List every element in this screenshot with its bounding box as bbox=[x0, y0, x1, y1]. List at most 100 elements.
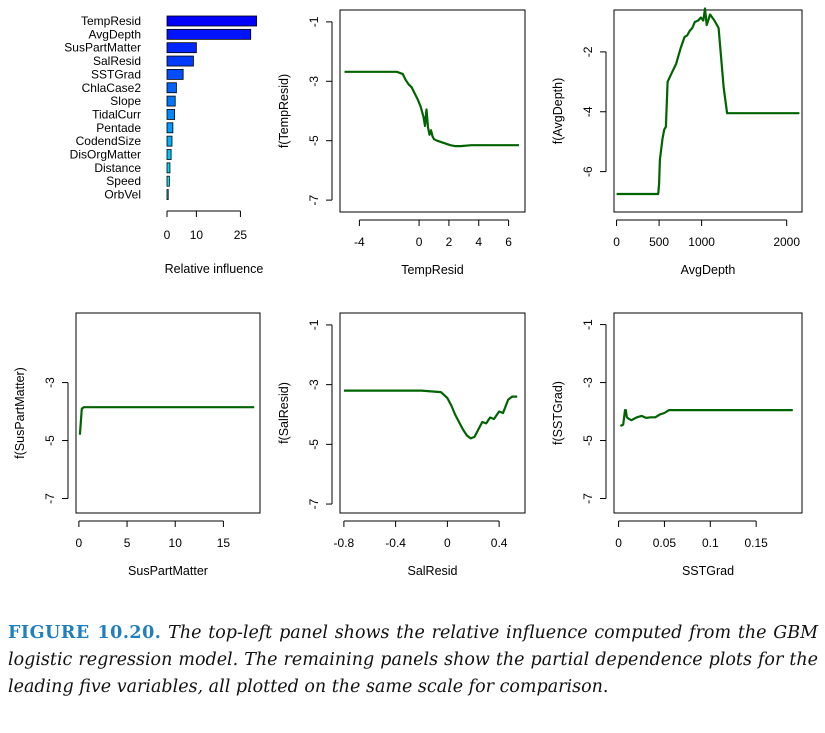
sstgrad-x-tick-label: 0.05 bbox=[653, 536, 677, 550]
avgdepth-series-line bbox=[616, 7, 800, 196]
avgdepth-y-axis-title: f(AvgDepth) bbox=[551, 78, 565, 144]
influence-bar-disorgmatter bbox=[166, 149, 172, 160]
influence-x-tick-label: 0 bbox=[164, 228, 171, 242]
influence-bar-slope bbox=[166, 95, 176, 107]
tempresid-series-line bbox=[344, 70, 519, 148]
influence-bar-sstgrad bbox=[166, 69, 184, 80]
influence-bar-label-disorgmatter: DisOrgMatter bbox=[70, 148, 141, 162]
avgdepth-x-axis-title: AvgDepth bbox=[681, 263, 736, 277]
influence-bar-codendsize bbox=[166, 135, 173, 147]
suspartmatter-x-axis-title: SusPartMatter bbox=[128, 564, 208, 578]
influence-x-tick-label: 25 bbox=[234, 228, 248, 242]
avgdepth-y-tick-label: -6 bbox=[581, 166, 595, 177]
influence-bar-label-speed: Speed bbox=[106, 174, 141, 188]
influence-bar-label-orbvel: OrbVel bbox=[104, 188, 141, 202]
avgdepth-x-tick-label: 1000 bbox=[688, 235, 715, 249]
suspartmatter-x-tick-label: 10 bbox=[169, 536, 183, 550]
avgdepth-x-tick-label: 2000 bbox=[773, 235, 800, 249]
avgdepth-plot-frame bbox=[613, 9, 803, 213]
influence-bar-label-slope: Slope bbox=[110, 94, 141, 108]
influence-bar-chart: TempResidAvgDepthSusPartMatterSalResidSS… bbox=[64, 14, 263, 276]
suspartmatter-plot-frame bbox=[75, 312, 261, 514]
figure-caption: FIGURE 10.20. The top-left panel shows t… bbox=[8, 620, 818, 701]
influence-bar-label-salresid: SalResid bbox=[93, 54, 141, 68]
sstgrad-y-tick-label: -3 bbox=[581, 377, 595, 388]
avgdepth-y-tick-label: -2 bbox=[581, 46, 595, 57]
salresid-x-tick-label: -0.8 bbox=[334, 536, 355, 550]
avgdepth-panel: 0 500 1000 2000 -2 -4 -6 AvgDepth f(AvgDepth) bbox=[551, 7, 803, 277]
salresid-series-line bbox=[343, 389, 518, 440]
suspartmatter-y-tick-label: -5 bbox=[43, 435, 57, 446]
tempresid-y-tick-label: -5 bbox=[307, 135, 321, 146]
tempresid-panel: -4 0 2 4 6 -1 -3 -5 -7 TempResid f(TempResid) bbox=[277, 9, 526, 277]
salresid-y-tick-label: -3 bbox=[307, 379, 321, 390]
salresid-x-tick-label: 0 bbox=[444, 536, 451, 550]
suspartmatter-series-line bbox=[78, 406, 255, 435]
influence-x-axis-title: Relative influence bbox=[165, 262, 264, 276]
influence-bar-speed bbox=[166, 175, 170, 187]
influence-bar-distance bbox=[166, 162, 171, 174]
suspartmatter-y-axis-title: f(SusPartMatter) bbox=[13, 367, 27, 459]
salresid-y-axis-title: f(SalResid) bbox=[277, 382, 291, 444]
influence-bar-tidalcurr bbox=[166, 109, 176, 120]
salresid-x-axis-title: SalResid bbox=[407, 564, 457, 578]
figure-caption-text: The top-left panel shows the relative in… bbox=[8, 623, 818, 697]
sstgrad-x-tick-label: 0 bbox=[615, 536, 622, 550]
tempresid-x-tick-label: 6 bbox=[505, 235, 512, 249]
sstgrad-x-tick-label: 0.1 bbox=[702, 536, 719, 550]
tempresid-y-tick-label: -7 bbox=[307, 194, 321, 205]
salresid-panel: -0.8 -0.4 0 0.4 -1 -3 -5 -7 SalResid f(SalResid) bbox=[277, 312, 526, 578]
avgdepth-x-tick-label: 500 bbox=[649, 235, 669, 249]
tempresid-x-axis-title: TempResid bbox=[401, 263, 464, 277]
sstgrad-x-tick-label: 0.15 bbox=[744, 536, 768, 550]
influence-bar-label-suspartmatter: SusPartMatter bbox=[64, 41, 141, 55]
avgdepth-x-tick-label: 0 bbox=[613, 235, 620, 249]
salresid-x-tick-label: 0.4 bbox=[491, 536, 508, 550]
suspartmatter-panel: 0 5 10 15 -3 -5 -7 SusPartMatter f(SusPartMatter… bbox=[13, 312, 261, 578]
tempresid-y-axis-title: f(TempResid) bbox=[277, 74, 291, 148]
influence-bar-label-tempresid: TempResid bbox=[81, 14, 141, 28]
tempresid-x-tick-label: -4 bbox=[354, 235, 365, 249]
suspartmatter-x-tick-label: 0 bbox=[76, 536, 83, 550]
sstgrad-y-tick-label: -1 bbox=[581, 319, 595, 330]
tempresid-x-tick-label: 2 bbox=[446, 235, 453, 249]
suspartmatter-x-tick-label: 5 bbox=[124, 536, 131, 550]
sstgrad-y-tick-label: -5 bbox=[581, 435, 595, 446]
influence-bar-tempresid bbox=[166, 15, 257, 27]
tempresid-x-tick-label: 0 bbox=[416, 235, 423, 249]
influence-bar-label-chlacase2: ChlaCase2 bbox=[82, 81, 142, 95]
sstgrad-plot-frame bbox=[613, 312, 803, 514]
suspartmatter-y-tick-label: -3 bbox=[43, 377, 57, 388]
sstgrad-series-line bbox=[619, 409, 793, 427]
figure-label: FIGURE 10.20. bbox=[8, 623, 162, 643]
influence-bar-suspartmatter bbox=[166, 42, 197, 54]
influence-bar-label-distance: Distance bbox=[94, 161, 141, 175]
influence-bar-pentade bbox=[166, 122, 174, 134]
influence-bar-label-tidalcurr: TidalCurr bbox=[92, 107, 141, 121]
salresid-x-tick-label: -0.4 bbox=[385, 536, 406, 550]
influence-x-tick-label: 10 bbox=[190, 228, 204, 242]
influence-bar-label-codendsize: CodendSize bbox=[76, 134, 142, 148]
suspartmatter-y-tick-label: -7 bbox=[43, 493, 57, 504]
salresid-y-tick-label: -5 bbox=[307, 439, 321, 450]
salresid-y-tick-label: -1 bbox=[307, 319, 321, 330]
sstgrad-panel: 0 0.05 0.1 0.15 -1 -3 -5 -7 SSTGrad f(SSTGrad) bbox=[551, 312, 803, 578]
salresid-plot-frame bbox=[339, 312, 526, 514]
salresid-y-tick-label: -7 bbox=[307, 498, 321, 509]
sstgrad-y-tick-label: -7 bbox=[581, 493, 595, 504]
influence-bar-orbvel bbox=[166, 189, 169, 200]
tempresid-y-tick-label: -1 bbox=[307, 16, 321, 27]
tempresid-y-tick-label: -3 bbox=[307, 76, 321, 87]
suspartmatter-x-tick-label: 15 bbox=[217, 536, 231, 550]
influence-bar-avgdepth bbox=[166, 28, 252, 40]
influence-bar-chlacase2 bbox=[166, 82, 177, 94]
influence-bar-label-sstgrad: SSTGrad bbox=[91, 67, 141, 81]
avgdepth-y-tick-label: -4 bbox=[581, 106, 595, 117]
influence-bar-label-avgdepth: AvgDepth bbox=[89, 27, 141, 41]
influence-bar-salresid bbox=[166, 55, 194, 67]
influence-bar-label-pentade: Pentade bbox=[96, 121, 141, 135]
sstgrad-y-axis-title: f(SSTGrad) bbox=[551, 381, 565, 445]
sstgrad-x-axis-title: SSTGrad bbox=[682, 564, 734, 578]
